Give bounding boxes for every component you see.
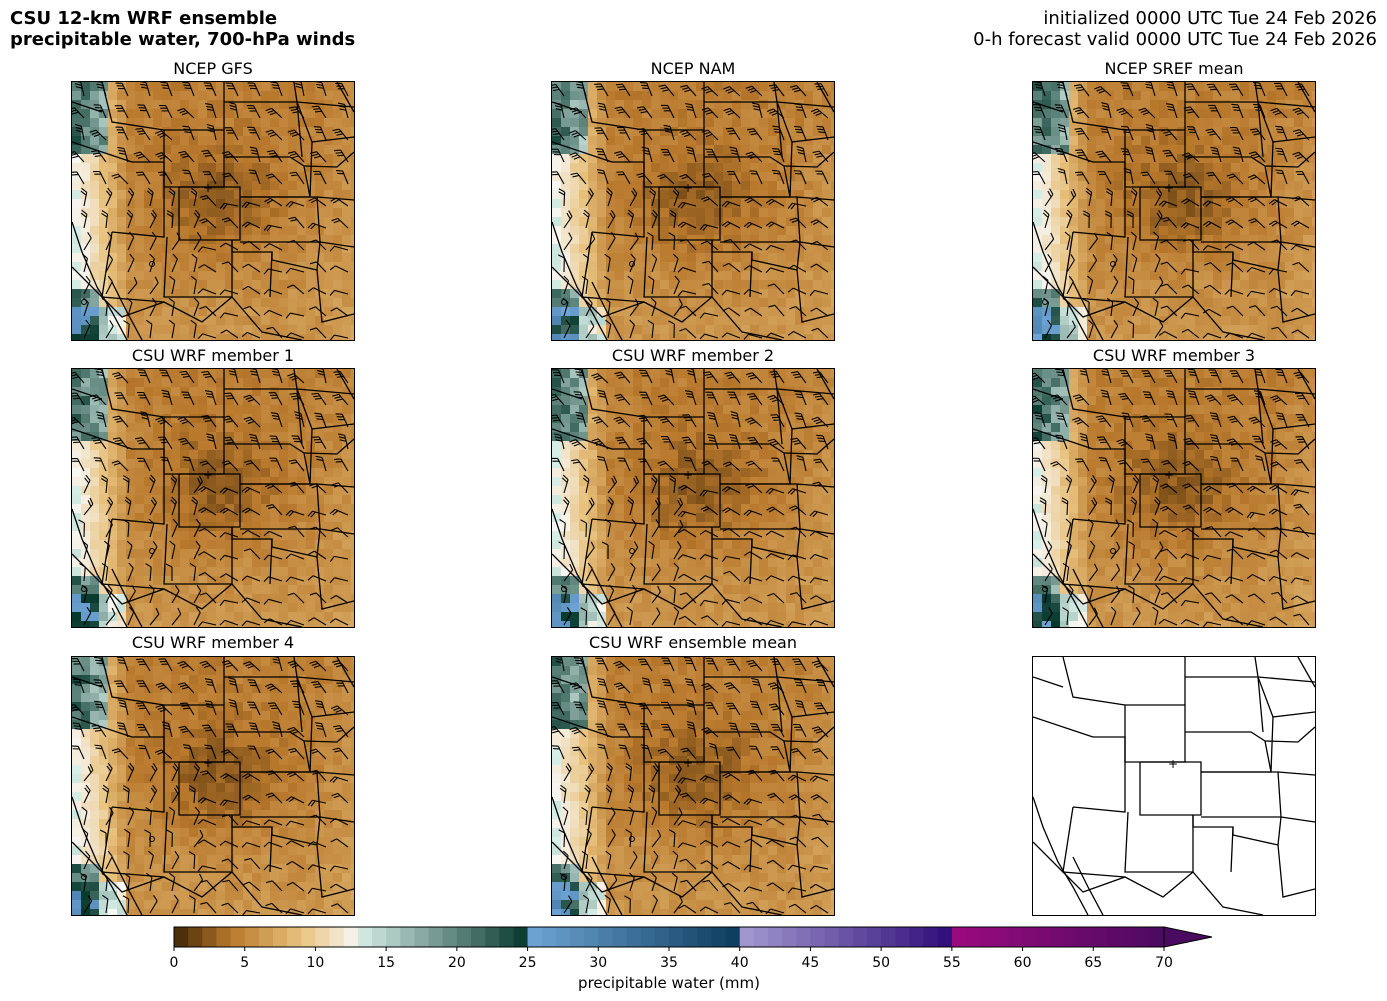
- colorbar-tick-label: 20: [448, 955, 466, 971]
- colorbar-swatches: [173, 926, 1213, 948]
- wind-barbs: [72, 82, 349, 340]
- colorbar-tick-label: 70: [1155, 955, 1173, 971]
- map-panel-ensmean: +: [551, 656, 835, 916]
- colorbar-tick-label: 65: [1084, 955, 1102, 971]
- map-panel-sref: +: [1032, 81, 1316, 341]
- map-canvas: +: [72, 369, 354, 627]
- colorbar-tick-label: 50: [872, 955, 890, 971]
- map-panel-mem1: +: [71, 368, 355, 628]
- colorbar-tick-label: 25: [519, 955, 537, 971]
- wind-barbs: [552, 657, 829, 915]
- panel-title-sref: NCEP SREF mean: [1104, 59, 1244, 78]
- colorbar-label: precipitable water (mm): [578, 974, 760, 992]
- map-panel-mem2: +: [551, 368, 835, 628]
- wind-barbs: [552, 82, 829, 340]
- panel-title-nam: NCEP NAM: [650, 59, 736, 78]
- panel-title-gfs: NCEP GFS: [173, 59, 253, 78]
- colorbar-tick-label: 40: [731, 955, 749, 971]
- colorbar-tick-label: 45: [802, 955, 820, 971]
- map-canvas: +: [72, 657, 354, 915]
- figure-title: CSU 12-km WRF ensemble precipitable wate…: [10, 8, 355, 50]
- forecast-time-info: initialized 0000 UTC Tue 24 Feb 2026 0-h…: [973, 8, 1377, 50]
- map-canvas: +: [1033, 82, 1315, 340]
- colorbar-tick-label: 0: [170, 955, 179, 971]
- map-panel-mem3: +: [1032, 368, 1316, 628]
- panel-title-mem1: CSU WRF member 1: [131, 346, 295, 365]
- title-line-1: CSU 12-km WRF ensemble: [10, 8, 278, 29]
- map-panel-gfs: +: [71, 81, 355, 341]
- wind-barbs: [552, 369, 829, 627]
- wind-barbs: [72, 657, 349, 915]
- colorbar-ticks: 0 5 10 15 20 25 30 35 40 45 50 55 60 65 70: [170, 947, 1173, 971]
- wind-barbs: [1033, 82, 1310, 339]
- map-canvas: +: [1033, 369, 1315, 627]
- wind-barbs: [1033, 369, 1310, 627]
- svg-text:+: +: [683, 181, 693, 195]
- panel-title-mem4: CSU WRF member 4: [131, 633, 295, 652]
- panel-title-ensmean: CSU WRF ensemble mean: [588, 633, 797, 652]
- map-canvas: +: [552, 369, 834, 627]
- panel-title-mem3: CSU WRF member 3: [1092, 346, 1256, 365]
- colorbar-tick-label: 10: [307, 955, 325, 971]
- valid-time: 0-h forecast valid 0000 UTC Tue 24 Feb 2…: [973, 29, 1377, 50]
- map-canvas: +: [552, 657, 834, 915]
- colorbar-tick-label: 55: [943, 955, 961, 971]
- colorbar-tick-label: 35: [660, 955, 678, 971]
- map-panel-reference: +: [1032, 656, 1316, 916]
- reference-map-canvas: +: [1033, 657, 1315, 915]
- panel-title-mem2: CSU WRF member 2: [611, 346, 775, 365]
- colorbar-tick-label: 5: [240, 955, 249, 971]
- map-canvas: +: [552, 82, 834, 340]
- map-canvas: +: [72, 82, 354, 340]
- svg-text:+: +: [203, 181, 213, 195]
- wind-barbs: [72, 369, 349, 627]
- title-line-2: precipitable water, 700-hPa winds: [10, 29, 356, 50]
- init-time: initialized 0000 UTC Tue 24 Feb 2026: [1043, 8, 1377, 29]
- svg-text:+: +: [1164, 181, 1174, 195]
- colorbar-tick-label: 30: [589, 955, 607, 971]
- map-panel-nam: +: [551, 81, 835, 341]
- colorbar-tick-label: 60: [1014, 955, 1032, 971]
- colorbar-tick-label: 15: [377, 955, 395, 971]
- map-panel-mem4: +: [71, 656, 355, 916]
